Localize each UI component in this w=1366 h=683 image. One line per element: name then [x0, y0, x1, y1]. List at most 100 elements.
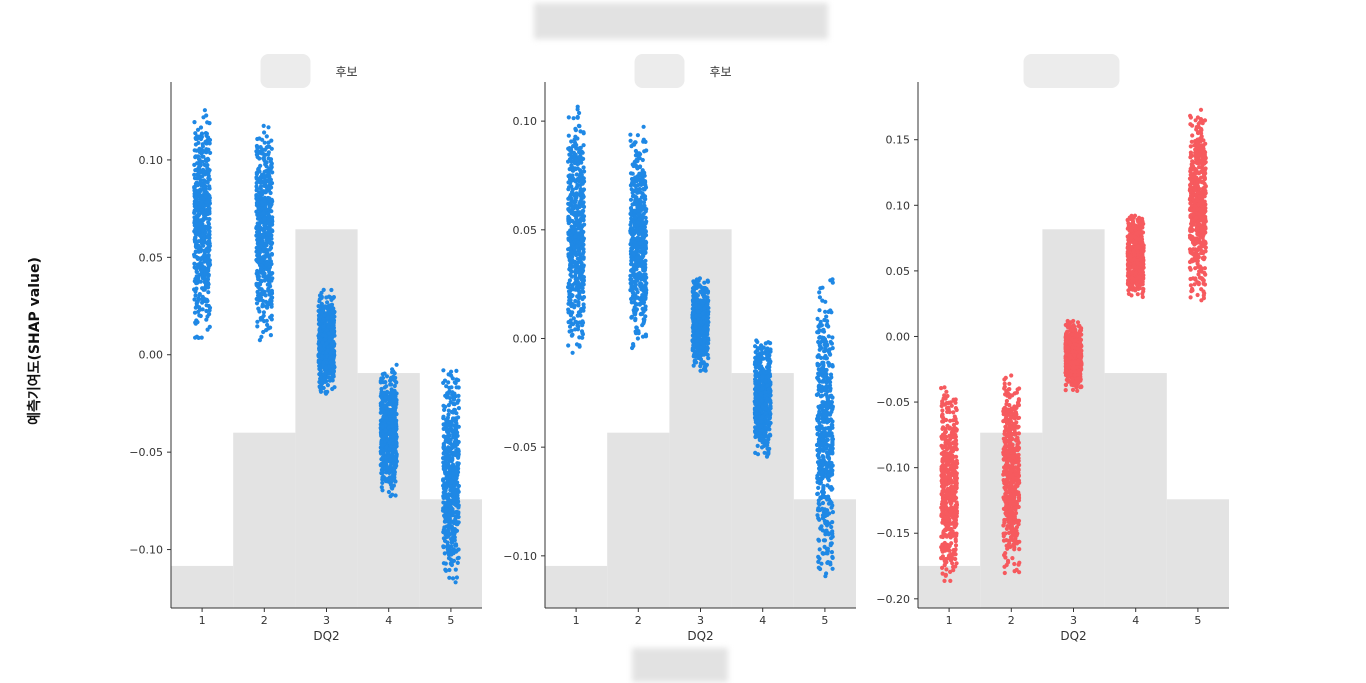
point: [576, 303, 581, 308]
histogram-bar-2: [233, 432, 296, 608]
point: [767, 432, 773, 437]
point: [453, 580, 458, 585]
point-series-3: [316, 287, 337, 396]
point: [392, 383, 397, 389]
point: [830, 529, 835, 534]
point: [260, 137, 265, 142]
point: [441, 477, 446, 482]
point: [755, 384, 761, 390]
point: [206, 147, 211, 152]
point: [452, 538, 457, 543]
point: [192, 176, 198, 181]
histogram-bar-2: [607, 432, 670, 608]
point: [692, 318, 697, 323]
point: [450, 376, 455, 381]
point: [205, 234, 210, 239]
point: [449, 369, 454, 374]
point: [571, 116, 576, 121]
point: [379, 400, 384, 405]
point: [268, 333, 273, 338]
point: [389, 453, 394, 458]
point: [643, 291, 648, 296]
x-tick-label: 1: [199, 614, 206, 627]
point: [268, 157, 274, 162]
point: [196, 309, 201, 314]
point: [569, 178, 574, 183]
point: [325, 315, 330, 320]
point: [629, 268, 634, 273]
point: [384, 416, 389, 421]
point: [697, 354, 703, 359]
point: [631, 252, 636, 257]
point: [450, 457, 455, 463]
point: [381, 462, 387, 467]
point: [454, 427, 459, 432]
point: [759, 428, 765, 433]
point: [264, 145, 269, 150]
point: [755, 348, 760, 353]
point: [759, 343, 764, 348]
point: [263, 276, 268, 281]
point: [454, 575, 459, 580]
point: [268, 277, 273, 282]
point: [321, 287, 326, 292]
point: [387, 447, 392, 452]
point: [643, 221, 648, 226]
point: [566, 133, 571, 138]
point: [756, 379, 761, 384]
point: [643, 209, 648, 214]
point: [441, 422, 446, 427]
point: [267, 229, 272, 234]
point: [753, 392, 758, 397]
point: [456, 489, 461, 494]
point: [394, 391, 399, 396]
point: [194, 269, 199, 275]
point: [198, 221, 203, 226]
point: [636, 329, 641, 334]
point: [388, 382, 393, 387]
point: [269, 233, 274, 238]
point: [257, 309, 262, 314]
point: [381, 415, 386, 420]
point: [317, 328, 322, 333]
point: [193, 231, 198, 237]
point: [581, 165, 586, 170]
point: [192, 188, 197, 193]
point: [568, 294, 574, 299]
point: [384, 479, 389, 484]
point: [383, 395, 388, 400]
point: [451, 547, 456, 552]
point: [268, 241, 273, 246]
point: [204, 207, 209, 212]
point: [447, 464, 452, 469]
point: [207, 216, 212, 222]
point: [579, 329, 585, 334]
point: [317, 359, 323, 364]
point: [635, 133, 641, 138]
point: [580, 282, 586, 287]
point: [195, 262, 200, 267]
point: [255, 200, 260, 205]
point: [633, 301, 638, 306]
point: [261, 313, 266, 318]
point: [759, 355, 764, 360]
x-tick-label: 2: [261, 614, 268, 627]
point: [456, 461, 461, 466]
point: [759, 424, 764, 429]
point: [267, 290, 272, 295]
point: [393, 411, 398, 416]
point: [444, 435, 449, 440]
point: [256, 194, 261, 199]
point: [383, 455, 389, 460]
point: [566, 207, 571, 212]
point: [254, 170, 259, 175]
point: [566, 343, 571, 348]
point: [574, 268, 579, 273]
point: [634, 157, 639, 162]
point: [571, 316, 576, 321]
point: [644, 148, 649, 153]
point: [380, 375, 386, 381]
point: [571, 225, 576, 230]
point: [199, 256, 204, 261]
